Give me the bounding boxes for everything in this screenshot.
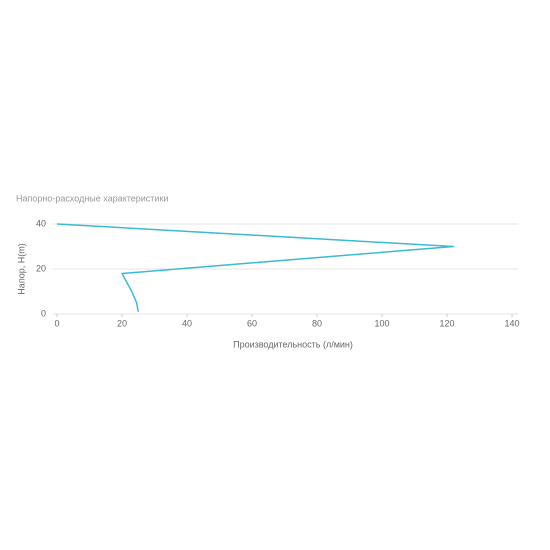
y-tick-label: 0 bbox=[41, 308, 46, 318]
x-tick-label: 0 bbox=[54, 318, 59, 328]
x-tick-label: 100 bbox=[374, 318, 389, 328]
x-tick-label: 140 bbox=[504, 318, 519, 328]
x-tick-label: 20 bbox=[117, 318, 127, 328]
data-line bbox=[56, 223, 455, 312]
y-tick-label: 40 bbox=[36, 218, 46, 228]
y-tick-label: 20 bbox=[36, 263, 46, 273]
chart-title: Напорно-расходные характеристики bbox=[16, 193, 168, 203]
x-tick-label: 120 bbox=[439, 318, 454, 328]
x-tick-label: 80 bbox=[312, 318, 322, 328]
x-tick-label: 40 bbox=[182, 318, 192, 328]
y-axis-label: Напор, H(m) bbox=[16, 243, 26, 294]
x-axis-label: Производительность (л/мин) bbox=[233, 339, 353, 349]
x-tick-label: 60 bbox=[247, 318, 257, 328]
